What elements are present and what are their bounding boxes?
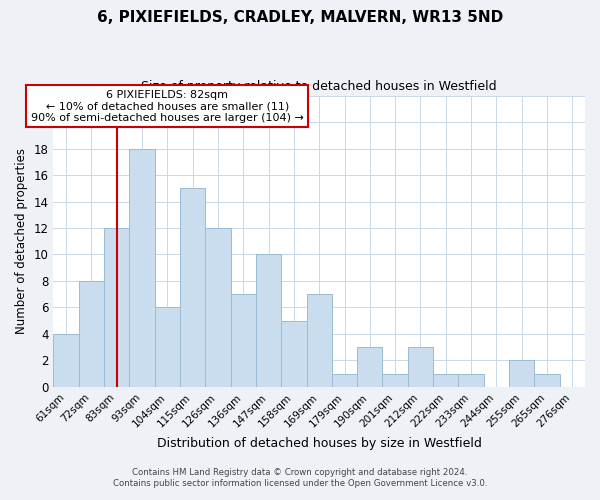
Bar	[382, 374, 408, 387]
Bar	[357, 347, 382, 387]
Text: 6 PIXIEFIELDS: 82sqm
← 10% of detached houses are smaller (11)
90% of semi-detac: 6 PIXIEFIELDS: 82sqm ← 10% of detached h…	[31, 90, 304, 123]
Bar	[104, 228, 130, 387]
Bar	[230, 294, 256, 387]
Title: Size of property relative to detached houses in Westfield: Size of property relative to detached ho…	[142, 80, 497, 93]
Bar	[408, 347, 433, 387]
Bar	[155, 308, 180, 387]
Bar	[130, 148, 155, 387]
Bar	[256, 254, 281, 387]
Bar	[79, 281, 104, 387]
Text: 6, PIXIEFIELDS, CRADLEY, MALVERN, WR13 5ND: 6, PIXIEFIELDS, CRADLEY, MALVERN, WR13 5…	[97, 10, 503, 25]
Bar	[205, 228, 230, 387]
Bar	[535, 374, 560, 387]
Bar	[281, 320, 307, 387]
Y-axis label: Number of detached properties: Number of detached properties	[15, 148, 28, 334]
Bar	[509, 360, 535, 387]
Bar	[458, 374, 484, 387]
Bar	[180, 188, 205, 387]
Bar	[307, 294, 332, 387]
Text: Contains HM Land Registry data © Crown copyright and database right 2024.
Contai: Contains HM Land Registry data © Crown c…	[113, 468, 487, 487]
Bar	[53, 334, 79, 387]
Bar	[332, 374, 357, 387]
Bar	[433, 374, 458, 387]
X-axis label: Distribution of detached houses by size in Westfield: Distribution of detached houses by size …	[157, 437, 482, 450]
